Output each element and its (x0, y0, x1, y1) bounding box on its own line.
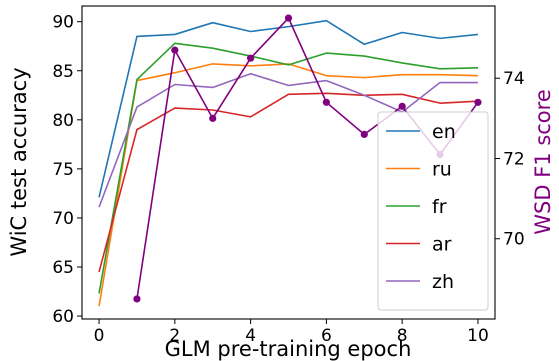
wsd-point (284, 14, 293, 22)
y-axis-right-title: WSD F1 score (531, 89, 555, 234)
y-tick-label: 80 (52, 111, 74, 131)
legend-box (377, 111, 489, 311)
series-line-en (98, 19, 479, 198)
series-line-ar (98, 92, 478, 273)
y-axis-title: WiC test accuracy (7, 67, 31, 256)
wsd-point (360, 130, 368, 139)
legend-label-ru: ru (432, 159, 452, 181)
y-right-tick-label: 70 (503, 230, 525, 250)
legend-label-en: en (432, 121, 456, 143)
y-tick-label: 70 (52, 209, 74, 229)
wsd-point (322, 98, 330, 106)
legend-label-ar: ar (432, 234, 452, 256)
legend: en ru fr ar zh (377, 111, 489, 311)
x-tick-label: 4 (245, 326, 256, 346)
x-tick-label: 8 (397, 326, 408, 346)
x-tick-label: 2 (169, 326, 180, 346)
wsd-point (398, 102, 406, 110)
x-tick-label: 10 (467, 326, 489, 346)
legend-label-zh: zh (432, 271, 454, 293)
wsd-point (171, 46, 179, 54)
wsd-point (247, 54, 255, 62)
y-tick-label: 75 (52, 160, 74, 180)
wsd-point (133, 295, 141, 303)
plot-area-frame (81, 5, 496, 320)
y-tick-label: 90 (52, 13, 74, 33)
wsd-point (474, 98, 482, 106)
series-line-fr (98, 42, 478, 294)
y-right-tick-label: 74 (503, 69, 525, 89)
x-tick-label: 0 (94, 326, 105, 346)
y-tick-label: 60 (52, 307, 74, 327)
y-tick-label: 85 (52, 62, 74, 82)
x-tick-label: 6 (321, 326, 332, 346)
legend-label-fr: fr (432, 196, 447, 218)
wsd-point (209, 114, 217, 122)
x-axis-title: GLM pre-training epoch (165, 337, 412, 361)
series-line-ru (98, 63, 478, 307)
series-line-zh (98, 72, 478, 208)
y-tick-label: 65 (52, 258, 74, 278)
y-right-tick-label: 72 (503, 149, 525, 169)
